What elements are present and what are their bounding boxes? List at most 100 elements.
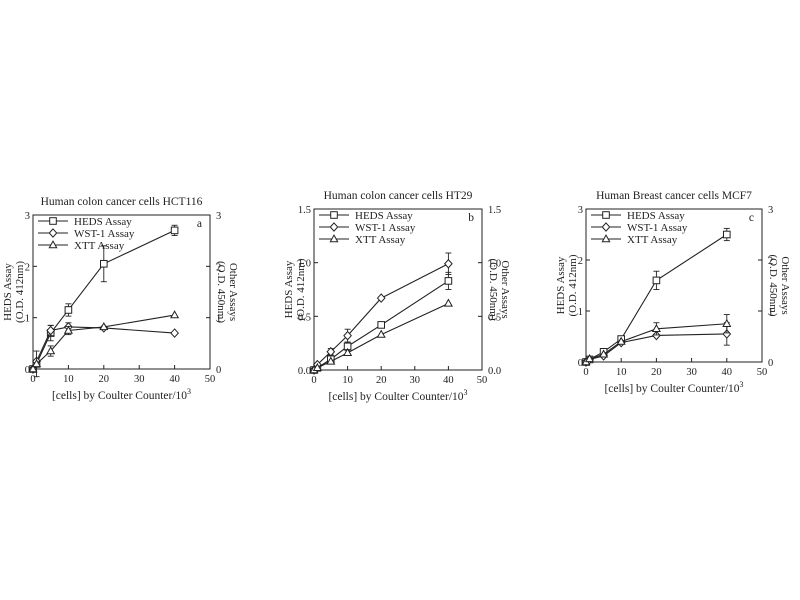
- y-left-tick-label: 1.5: [298, 205, 311, 216]
- legend-marker-square: [330, 211, 338, 219]
- x-tick-label: 10: [342, 375, 353, 386]
- x-axis-label: [cells] by Coulter Counter/103: [52, 387, 191, 402]
- data-point-triangle: [599, 349, 609, 358]
- x-tick-label: 30: [686, 367, 697, 378]
- x-axis-label-text: [cells] by Coulter Counter/10: [328, 391, 463, 403]
- x-tick-label: 50: [477, 375, 488, 386]
- data-point-triangle: [616, 336, 626, 345]
- x-axis-label-exponent: 3: [187, 387, 191, 396]
- y-left-tick-label: 1: [25, 314, 30, 325]
- data-point-diamond: [170, 328, 179, 338]
- x-tick-label: 30: [134, 374, 145, 385]
- chart-title: Human Breast cancer cells MCF7: [596, 190, 752, 202]
- data-point-triangle: [312, 362, 322, 372]
- data-point-triangle: [63, 325, 73, 334]
- panel-label: b: [468, 212, 474, 224]
- panel-label: a: [197, 218, 202, 230]
- y-right-axis-label-line: (O.D. 450nm): [767, 254, 779, 316]
- y-right-tick-label: 1.5: [488, 205, 501, 216]
- data-point-triangle: [376, 329, 386, 338]
- series-triangle: [28, 310, 180, 378]
- y-right-tick-label: 3: [216, 211, 221, 222]
- data-point-square: [64, 306, 73, 314]
- data-point-diamond: [652, 330, 661, 341]
- series-triangle: [309, 298, 453, 374]
- legend-label: WST-1 Assay: [74, 228, 135, 240]
- y-right-axis-label-line: (O.D. 450nm): [487, 258, 499, 320]
- data-point-triangle: [170, 310, 180, 319]
- legend-marker-square: [602, 211, 610, 219]
- data-point-diamond: [343, 330, 352, 341]
- legend-entry: XTT Assay: [319, 234, 406, 246]
- y-left-axis-label-line: HEDS Assay: [555, 256, 567, 314]
- x-axis-label: [cells] by Coulter Counter/103: [328, 388, 467, 403]
- data-point-triangle: [722, 318, 732, 327]
- y-left-tick-label: 2: [578, 256, 583, 267]
- x-axis-label: [cells] by Coulter Counter/103: [604, 380, 743, 395]
- data-point-square: [723, 230, 731, 239]
- x-tick-label: 20: [376, 375, 387, 386]
- legend-entry: WST-1 Assay: [591, 222, 688, 234]
- data-point-diamond: [444, 258, 453, 269]
- y-left-axis-label-line: (O.D. 412nm): [14, 261, 26, 323]
- x-tick-label: 10: [616, 367, 627, 378]
- legend-label: XTT Assay: [355, 234, 406, 246]
- x-tick-label: 10: [63, 374, 74, 385]
- y-left-tick-label: 1.0: [298, 259, 311, 270]
- chart-title: Human colon cancer cells HT29: [324, 190, 473, 202]
- y-left-tick-label: 0.0: [298, 366, 311, 377]
- legend-marker-diamond: [48, 228, 58, 238]
- plot-frame: [313, 208, 483, 371]
- legend-label: WST-1 Assay: [627, 222, 688, 234]
- y-left-axis-label: HEDS Assay(O.D. 412nm): [283, 258, 307, 320]
- y-left-axis-label: HEDS Assay(O.D. 412nm): [2, 261, 26, 323]
- legend-marker-diamond: [601, 222, 611, 232]
- legend-marker-diamond: [329, 222, 339, 232]
- y-left-tick-label: 1: [578, 307, 583, 318]
- x-tick-label: 40: [443, 375, 454, 386]
- legend-entry: XTT Assay: [591, 234, 678, 246]
- x-tick-label: 30: [410, 375, 421, 386]
- data-point-triangle: [443, 298, 453, 307]
- legend-entry: HEDS Assay: [38, 216, 132, 228]
- data-point-triangle: [584, 354, 595, 363]
- legend-entry: WST-1 Assay: [319, 222, 416, 234]
- y-right-axis-label: Other Assays(O.D. 450nm): [215, 261, 239, 323]
- data-point-square: [100, 259, 108, 268]
- legend-label: HEDS Assay: [74, 216, 132, 228]
- series-line: [585, 234, 728, 363]
- data-point-square: [652, 276, 661, 285]
- x-axis-label-text: [cells] by Coulter Counter/10: [604, 383, 739, 395]
- series-square: [310, 271, 453, 374]
- x-axis-label-exponent: 3: [740, 380, 744, 389]
- data-point-triangle: [343, 347, 353, 357]
- y-right-tick-label: 0: [216, 365, 221, 376]
- y-left-tick-label: 0: [25, 365, 30, 376]
- data-point-square: [444, 277, 453, 285]
- x-tick-label: 50: [757, 367, 768, 378]
- legend-label: HEDS Assay: [355, 210, 413, 222]
- y-right-tick-label: 0: [768, 358, 773, 369]
- data-point-diamond: [376, 293, 386, 303]
- data-point-square: [170, 226, 179, 235]
- y-right-axis-label: Other Assays(O.D. 450nm): [767, 254, 791, 316]
- series-line: [313, 263, 449, 371]
- legend-entry: WST-1 Assay: [38, 228, 135, 240]
- y-right-tick-label: 0.0: [488, 366, 501, 377]
- legend-marker-triangle: [329, 234, 339, 243]
- legend-label: XTT Assay: [74, 240, 125, 252]
- x-tick-label: 40: [169, 374, 180, 385]
- data-point-triangle: [28, 364, 38, 373]
- y-left-axis-label-line: (O.D. 412nm): [295, 258, 307, 320]
- x-axis-label-text: [cells] by Coulter Counter/10: [52, 390, 187, 402]
- y-left-tick-label: 0: [578, 358, 583, 369]
- y-left-tick-label: 2: [25, 262, 30, 273]
- y-right-tick-label: 1: [216, 314, 221, 325]
- y-right-axis-label-line: Other Assays: [227, 263, 239, 321]
- legend-label: WST-1 Assay: [355, 222, 416, 234]
- data-point-diamond: [46, 325, 56, 336]
- y-right-axis-label: Other Assays(O.D. 450nm): [487, 258, 511, 320]
- legend-marker-triangle: [601, 234, 611, 243]
